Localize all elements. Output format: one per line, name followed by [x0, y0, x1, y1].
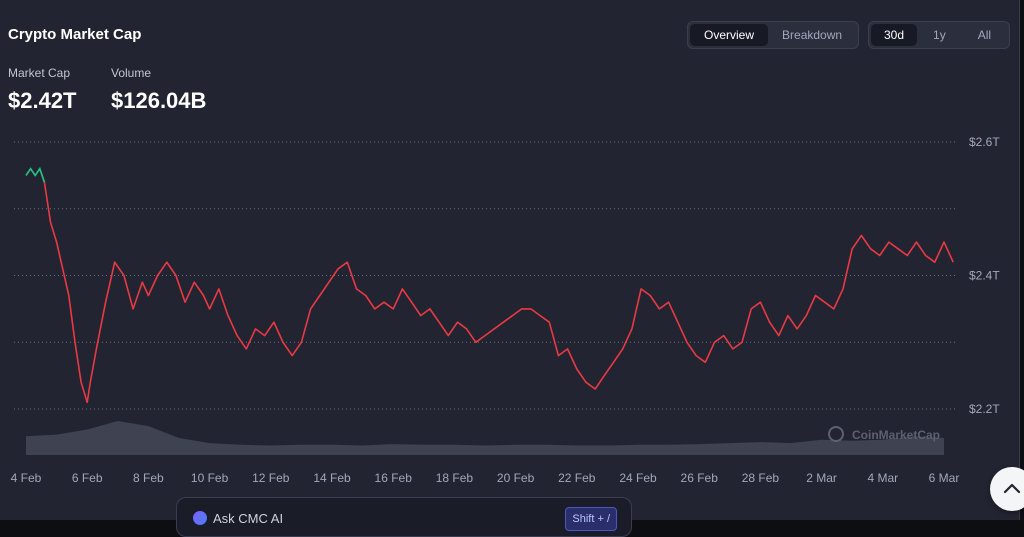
ask-cmc-ai-bar[interactable]: Ask CMC AI Shift + / — [176, 497, 632, 537]
tab-breakdown[interactable]: Breakdown — [782, 28, 843, 42]
tab-overview[interactable]: Overview — [690, 24, 769, 46]
x-tick-label: 6 Feb — [72, 471, 103, 485]
y-tick-label: $2.2T — [969, 402, 1000, 416]
x-tick-label: 28 Feb — [742, 471, 780, 485]
x-tick-label: 22 Feb — [558, 471, 596, 485]
y-tick-label: $2.6T — [969, 135, 1000, 149]
scroll-to-top-button[interactable] — [990, 467, 1024, 511]
x-tick-label: 4 Feb — [11, 471, 42, 485]
x-tick-label: 16 Feb — [375, 471, 413, 485]
x-tick-label: 4 Mar — [867, 471, 898, 485]
range-all[interactable]: All — [977, 28, 992, 42]
x-tick-label: 6 Mar — [929, 471, 960, 485]
shortcut-badge: Shift + / — [565, 507, 617, 531]
card-title: Crypto Market Cap — [8, 26, 142, 43]
market-cap-label: Market Cap — [8, 66, 71, 80]
volume-label: Volume — [111, 66, 152, 80]
x-tick-label: 8 Feb — [133, 471, 164, 485]
market-cap-chart[interactable]: CoinMarketCap $2.6T $2.4T $2.2T 4 Feb 6 Feb… — [0, 0, 1020, 495]
view-toggle: Overview Breakdown — [687, 21, 860, 49]
range-toggle: 30d 1y All — [868, 21, 1011, 49]
market-cap-line-up-segment — [25, 166, 46, 183]
volume-value: $126.04B — [111, 88, 207, 113]
range-1y[interactable]: 1y — [933, 28, 946, 42]
x-tick-label: 14 Feb — [313, 471, 351, 485]
y-tick-label: $2.4T — [969, 269, 1000, 283]
x-tick-label: 18 Feb — [436, 471, 474, 485]
ai-sparkle-icon — [193, 511, 207, 525]
x-tick-label: 24 Feb — [619, 471, 657, 485]
cmc-logo-icon — [828, 426, 844, 442]
ask-cmc-ai-label: Ask CMC AI — [213, 511, 284, 526]
x-tick-label: 20 Feb — [497, 471, 535, 485]
x-tick-label: 26 Feb — [681, 471, 719, 485]
x-tick-label: 12 Feb — [252, 471, 290, 485]
market-cap-line — [25, 167, 954, 404]
volume-area — [26, 421, 944, 455]
watermark-text: CoinMarketCap — [852, 428, 940, 442]
x-tick-label: 2 Mar — [806, 471, 837, 485]
coinmarketcap-watermark: CoinMarketCap — [828, 426, 940, 442]
x-tick-label: 10 Feb — [191, 471, 229, 485]
range-30d[interactable]: 30d — [871, 24, 918, 46]
market-cap-value: $2.42T — [8, 88, 77, 113]
chevron-up-icon — [1003, 483, 1021, 494]
